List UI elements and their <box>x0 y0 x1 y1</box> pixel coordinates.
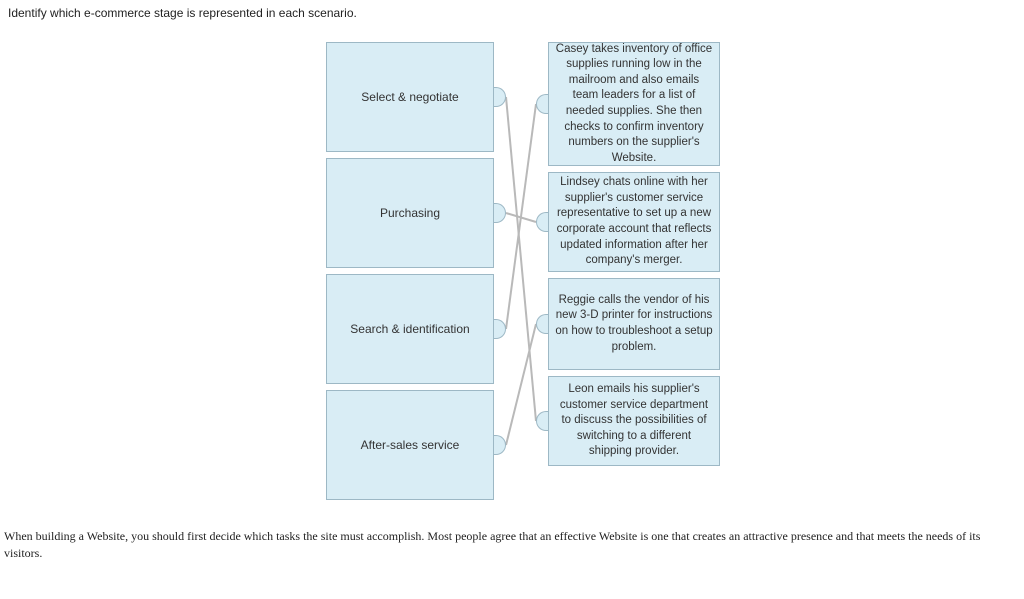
scenario-box-casey[interactable]: Casey takes inventory of office supplies… <box>548 42 720 166</box>
footer-paragraph: When building a Website, you should firs… <box>0 510 1024 571</box>
scenario-box-reggie[interactable]: Reggie calls the vendor of his new 3-D p… <box>548 278 720 370</box>
stage-box-search-identification[interactable]: Search & identification <box>326 274 494 384</box>
scenario-box-lindsey[interactable]: Lindsey chats online with her supplier's… <box>548 172 720 272</box>
connector-nub-right-casey[interactable] <box>536 94 548 114</box>
connector-nub-right-lindsey[interactable] <box>536 212 548 232</box>
connection-line <box>506 213 536 222</box>
connector-nub-right-leon[interactable] <box>536 411 548 431</box>
connector-nub-left-select-negotiate[interactable] <box>494 87 506 107</box>
connection-line <box>506 104 536 329</box>
connection-lines-svg <box>0 30 1024 510</box>
connector-nub-left-purchasing[interactable] <box>494 203 506 223</box>
matching-diagram: Select & negotiatePurchasingSearch & ide… <box>0 30 1024 510</box>
connector-nub-left-after-sales[interactable] <box>494 435 506 455</box>
stage-box-after-sales[interactable]: After-sales service <box>326 390 494 500</box>
connection-line <box>506 324 536 445</box>
stage-box-select-negotiate[interactable]: Select & negotiate <box>326 42 494 152</box>
connector-nub-right-reggie[interactable] <box>536 314 548 334</box>
connection-line <box>506 97 536 421</box>
stage-box-purchasing[interactable]: Purchasing <box>326 158 494 268</box>
scenario-box-leon[interactable]: Leon emails his supplier's customer serv… <box>548 376 720 466</box>
connector-nub-left-search-identification[interactable] <box>494 319 506 339</box>
question-text: Identify which e-commerce stage is repre… <box>0 0 1024 30</box>
